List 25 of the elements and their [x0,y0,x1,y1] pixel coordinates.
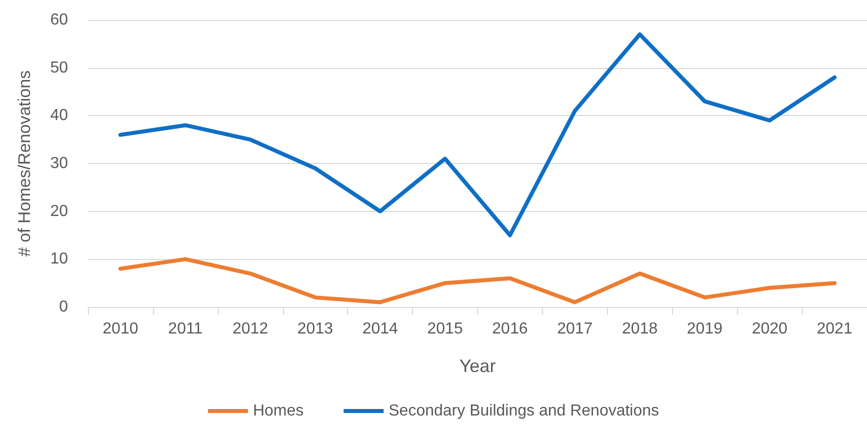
x-axis-title: Year [459,356,496,376]
y-axis-title: # of Homes/Renovations [15,70,34,257]
x-tick-label: 2011 [168,320,203,338]
x-tick-label: 2010 [102,320,138,338]
x-tick-label: 2014 [362,320,398,338]
x-tick-label: 2012 [232,320,268,338]
x-tick-label: 2018 [622,320,658,338]
x-tick-label: 2020 [752,320,788,338]
x-tick-label: 2017 [557,320,593,338]
y-tick-label: 10 [50,250,68,268]
line-series [118,32,837,238]
line-series [118,257,837,304]
y-tick-label: 40 [50,107,68,124]
x-tick-label: 2015 [427,320,463,338]
y-tick-label: 50 [50,59,68,76]
y-tick-label: 30 [50,155,68,172]
x-tick-label: 2016 [492,320,528,338]
y-tick-label: 0 [59,298,68,316]
legend-label: Homes [252,402,304,420]
x-tick-label: 2019 [686,320,723,338]
legend-label: Secondary Buildings and Renovations [388,402,660,420]
x-tick-label: 2021 [816,320,852,338]
y-tick-label: 60 [50,12,68,28]
x-tick-label: 2013 [297,320,334,338]
y-tick-label: 20 [50,202,68,220]
